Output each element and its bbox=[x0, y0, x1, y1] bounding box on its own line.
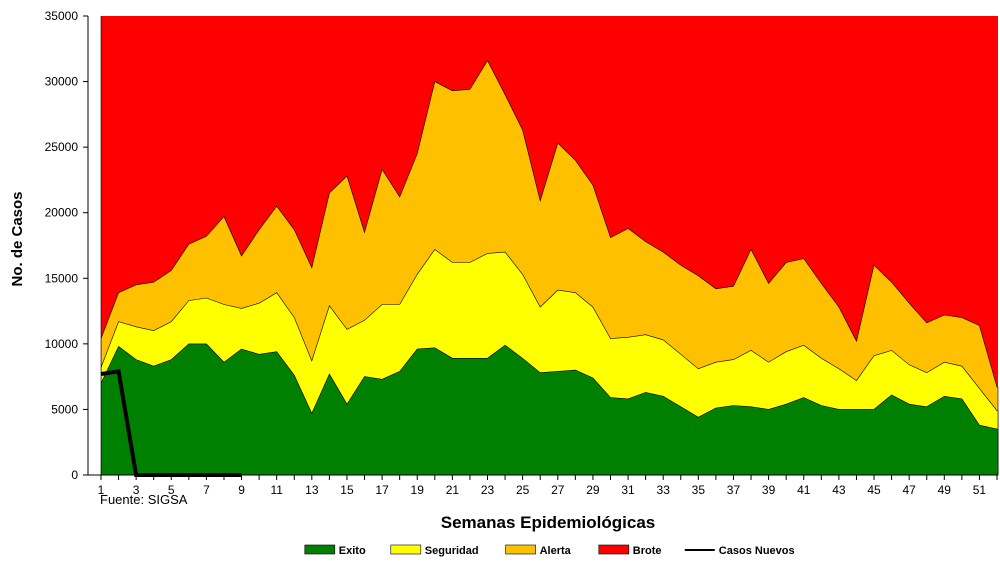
x-tick-label: 47 bbox=[902, 483, 916, 497]
legend-swatch-exito bbox=[304, 544, 336, 555]
x-tick-label: 45 bbox=[867, 483, 881, 497]
x-tick-label: 35 bbox=[692, 483, 706, 497]
legend: Exito Seguridad Alerta Brote Casos Nuevos bbox=[304, 544, 795, 557]
legend-swatch-seguridad bbox=[390, 544, 422, 555]
y-tick-label: 20000 bbox=[45, 206, 79, 220]
x-tick-label: 27 bbox=[551, 483, 565, 497]
area-exito bbox=[100, 343, 999, 476]
x-tick-label: 5 bbox=[168, 483, 175, 497]
x-tick-label: 15 bbox=[340, 483, 354, 497]
y-tick-label: 35000 bbox=[45, 9, 79, 23]
x-tick-label: 3 bbox=[133, 483, 140, 497]
x-tick-label: 39 bbox=[762, 483, 776, 497]
x-tick-label: 29 bbox=[586, 483, 600, 497]
y-tick-label: 25000 bbox=[45, 140, 79, 154]
x-tick-label: 41 bbox=[797, 483, 811, 497]
x-axis-label: Semanas Epidemiológicas bbox=[441, 513, 655, 532]
x-tick-label: 11 bbox=[270, 483, 283, 497]
x-tick-label: 25 bbox=[516, 483, 530, 497]
x-tick-label: 43 bbox=[832, 483, 846, 497]
x-tick-label: 7 bbox=[203, 483, 210, 497]
area-bands bbox=[88, 16, 999, 476]
y-tick-labels: 0 5000 10000 15000 20000 25000 30000 35000 bbox=[45, 9, 79, 482]
pre-start-gap bbox=[88, 16, 101, 475]
axes bbox=[83, 15, 998, 480]
x-tick-labels: 1 3 5 7 9 11 13 15 17 19 21 23 25 27 29 31 33 35 37 39 41 43 4… bbox=[98, 483, 987, 497]
legend-swatch-brote bbox=[598, 544, 630, 555]
x-tick-label: 9 bbox=[238, 483, 245, 497]
legend-label-alerta: Alerta bbox=[540, 545, 572, 557]
x-tick-label: 37 bbox=[727, 483, 741, 497]
y-tick-label: 5000 bbox=[51, 402, 78, 416]
legend-label-seguridad: Seguridad bbox=[425, 545, 479, 557]
x-tick-label: 13 bbox=[305, 483, 319, 497]
y-tick-label: 15000 bbox=[45, 271, 79, 285]
x-tick-label: 49 bbox=[938, 483, 952, 497]
legend-label-brote: Brote bbox=[633, 545, 662, 557]
y-tick-label: 10000 bbox=[45, 337, 79, 351]
y-tick-label: 0 bbox=[71, 468, 78, 482]
x-tick-label: 23 bbox=[481, 483, 495, 497]
x-tick-label: 1 bbox=[98, 483, 105, 497]
x-tick-label: 31 bbox=[621, 483, 635, 497]
legend-label-casos-nuevos: Casos Nuevos bbox=[719, 545, 795, 557]
y-tick-label: 30000 bbox=[45, 75, 79, 89]
y-axis-label: No. de Casos bbox=[9, 191, 26, 286]
x-tick-label: 33 bbox=[657, 483, 671, 497]
source-note: Fuente: SIGSA bbox=[100, 492, 188, 507]
legend-swatch-alerta bbox=[505, 544, 536, 555]
x-tick-label: 19 bbox=[411, 483, 425, 497]
legend-label-exito: Exito bbox=[339, 545, 366, 557]
x-tick-label: 21 bbox=[446, 483, 460, 497]
x-tick-label: 51 bbox=[973, 483, 987, 497]
x-tick-label: 17 bbox=[375, 483, 389, 497]
